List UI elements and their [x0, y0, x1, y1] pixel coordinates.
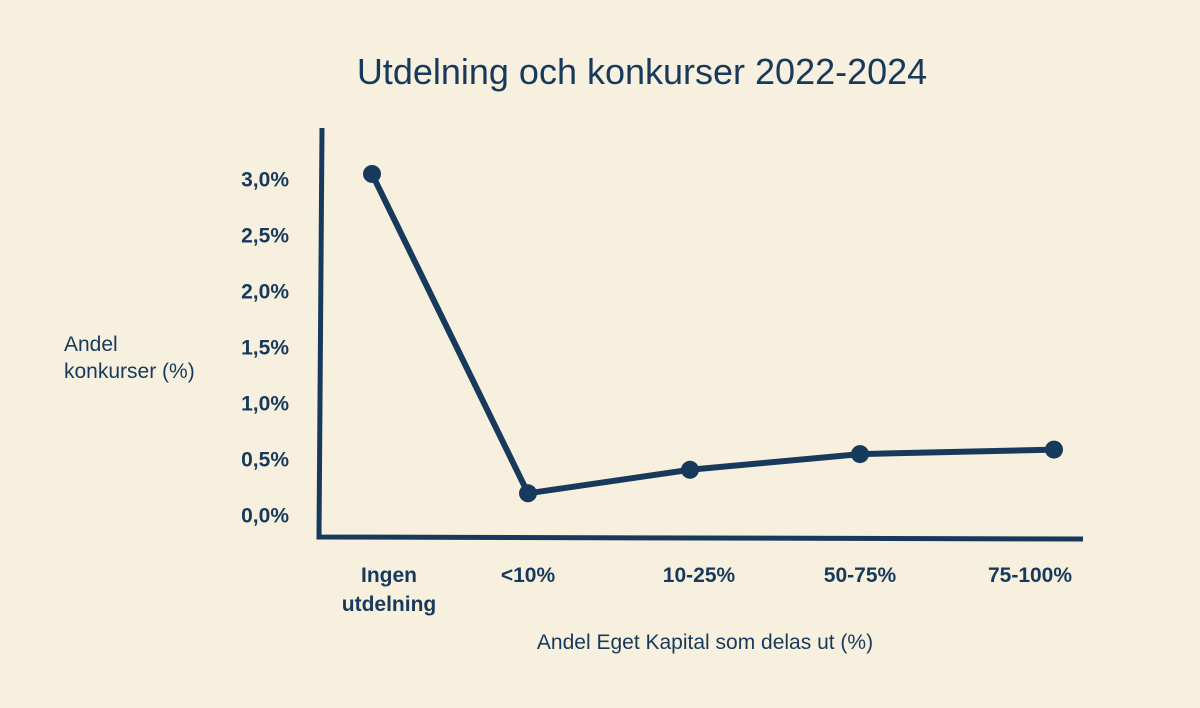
data-point [681, 460, 699, 479]
series-group [363, 164, 1063, 503]
x-axis-ticks: Ingen utdelning <10% 10-25% 50-75% 75-100% [342, 564, 1073, 616]
data-point [519, 484, 537, 503]
y-tick-label: 1,5% [241, 337, 289, 360]
y-tick-label: 1,0% [241, 393, 289, 416]
x-tick-label: 10-25% [663, 564, 736, 587]
x-tick-label: <10% [501, 564, 556, 587]
data-point [1045, 440, 1063, 459]
y-tick-label: 3,0% [241, 168, 289, 191]
x-tick-label: 75-100% [988, 564, 1072, 587]
y-tick-label: 0,5% [241, 449, 289, 472]
y-axis-ticks: 0,0% 0,5% 1,0% 1,5% 2,0% 2,5% 3,0% [241, 168, 289, 527]
axis-lines [316, 127, 1084, 542]
x-axis-title: Andel Eget Kapital som delas ut (%) [537, 631, 873, 654]
y-tick-label: 2,5% [241, 224, 289, 247]
x-tick-label: Ingen utdelning [342, 564, 436, 616]
y-axis-title: Andel konkurser (%) [64, 333, 195, 383]
x-tick-label: 50-75% [824, 564, 897, 587]
y-tick-label: 2,0% [241, 280, 289, 303]
data-point [851, 445, 869, 464]
y-tick-label: 0,0% [241, 505, 289, 528]
y-axis-title-line-2: konkurser (%) [64, 360, 195, 383]
chart-title: Utdelning och konkurser 2022-2024 [357, 51, 927, 92]
y-axis-title-line-1: Andel [64, 333, 118, 356]
data-point [363, 164, 381, 183]
